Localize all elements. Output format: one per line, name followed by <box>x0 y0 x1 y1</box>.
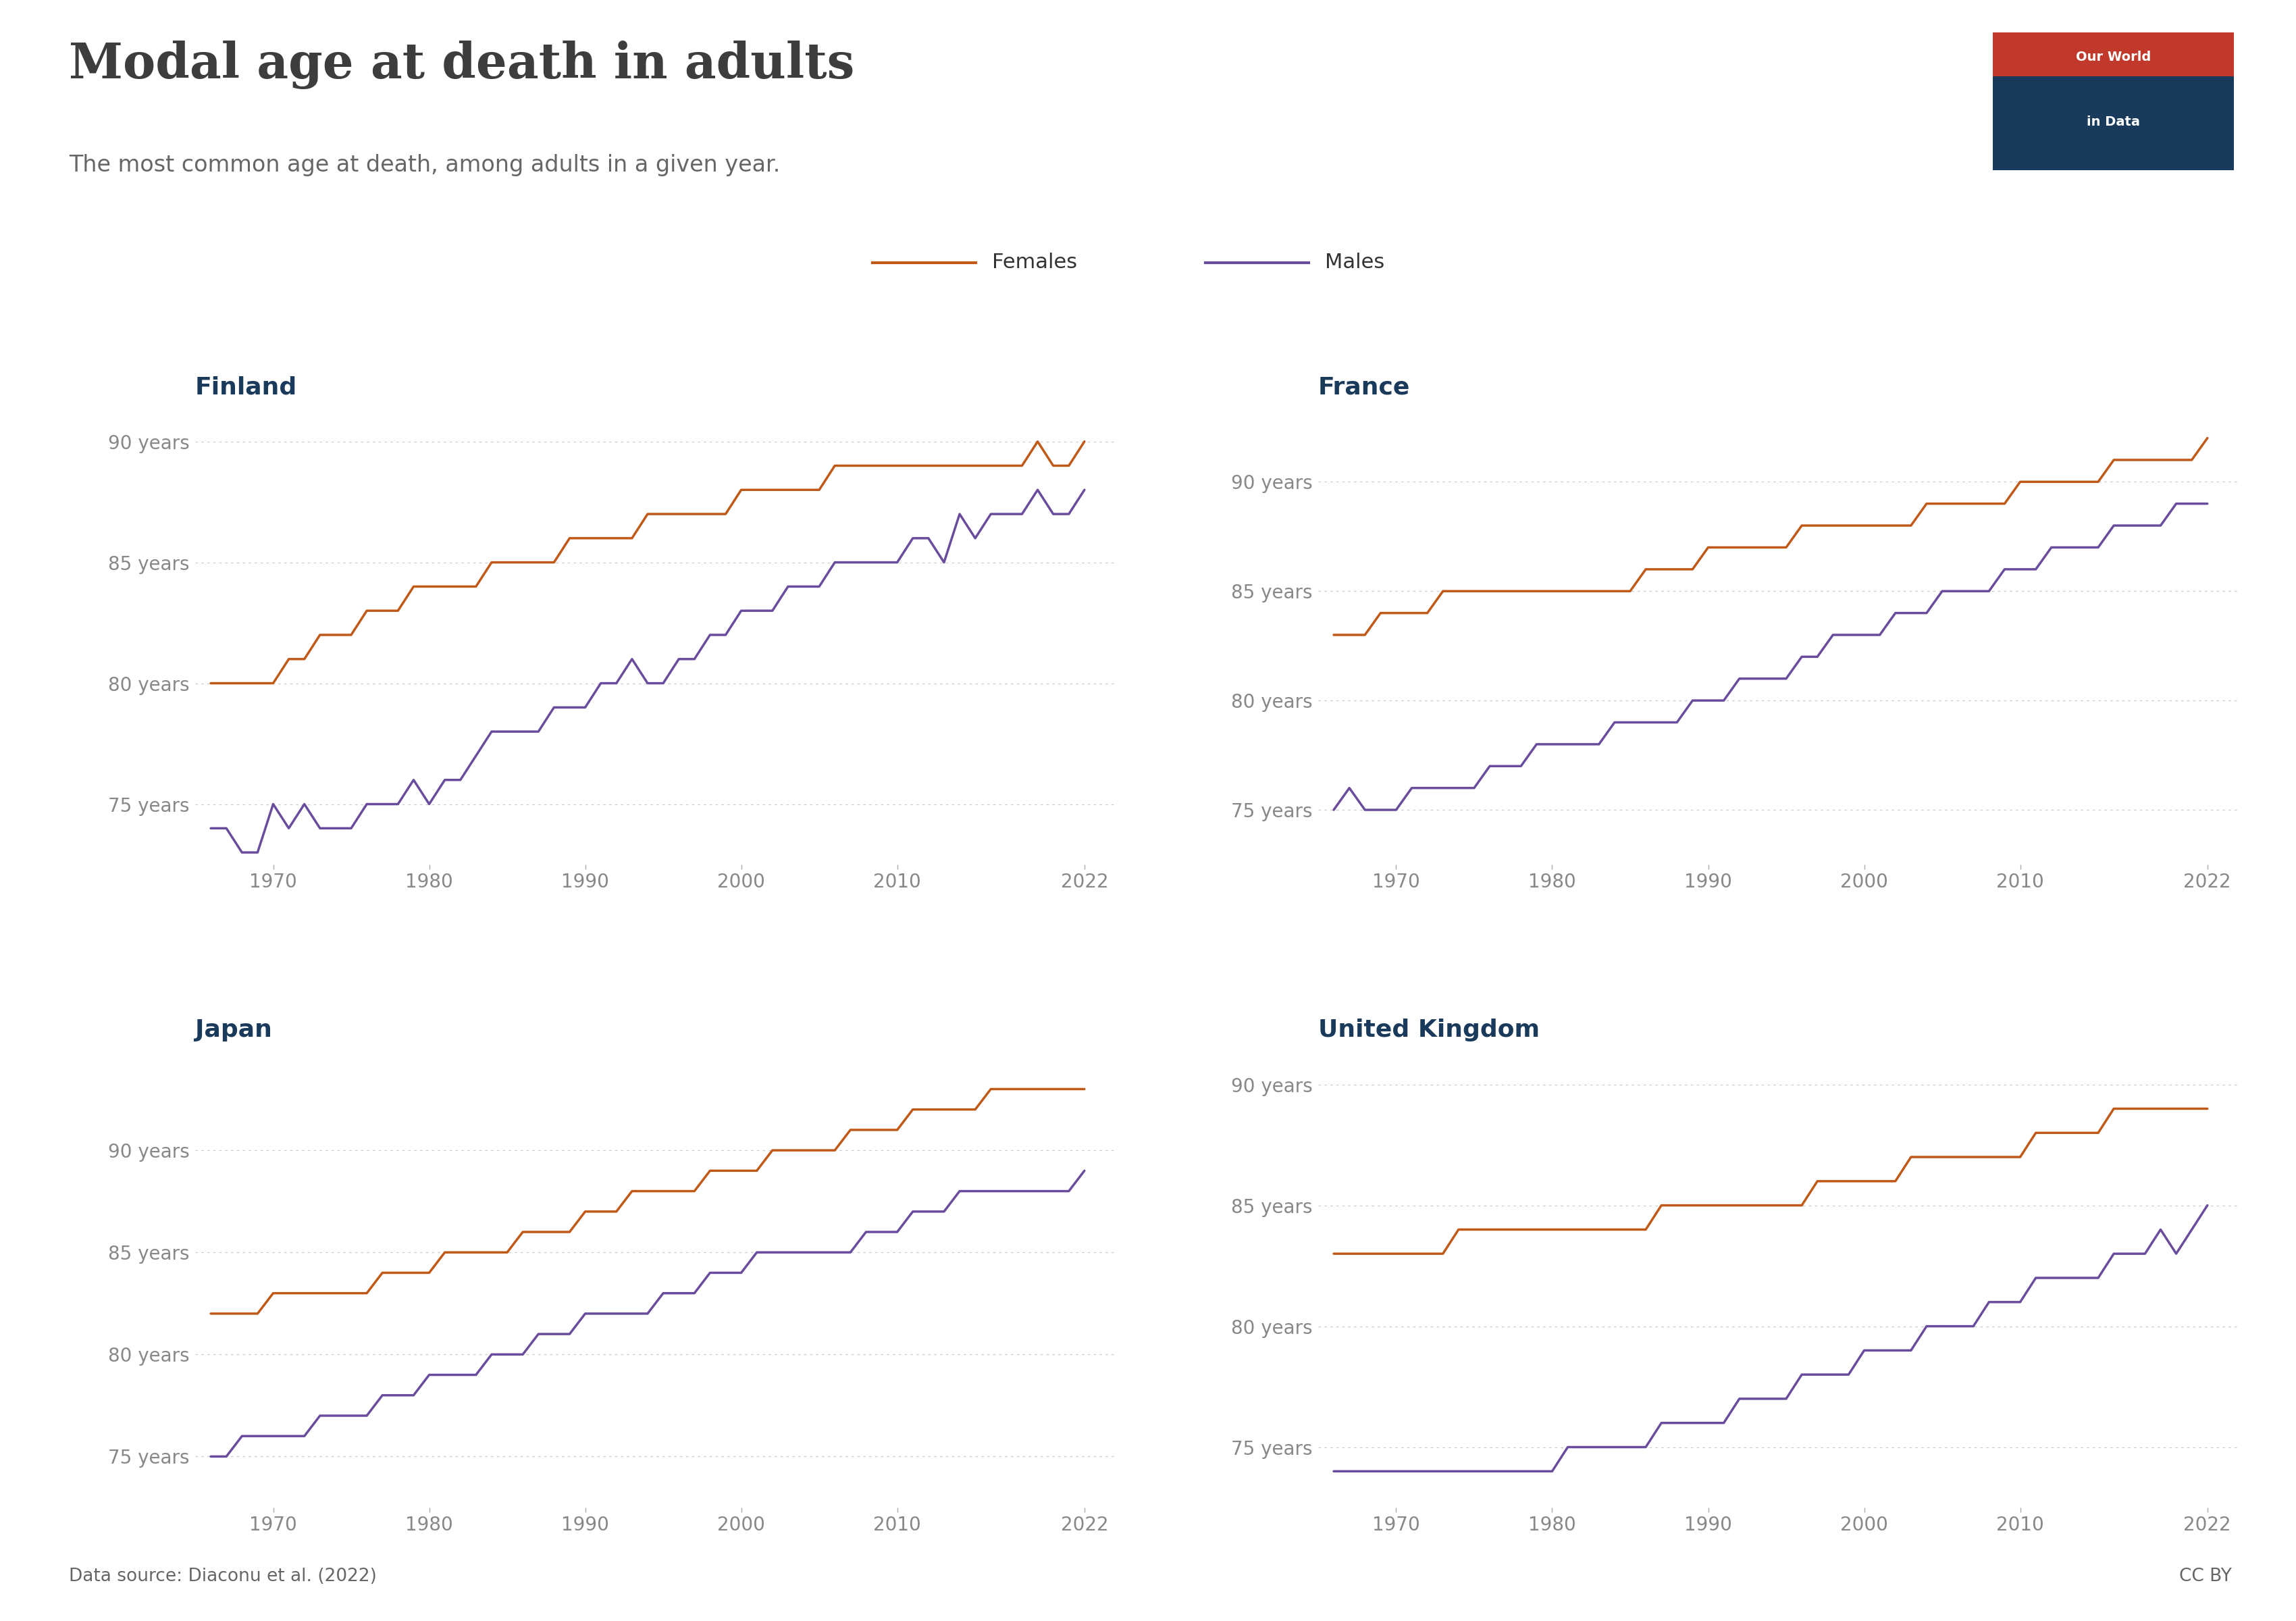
Text: France: France <box>1318 376 1410 399</box>
Text: The most common age at death, among adults in a given year.: The most common age at death, among adul… <box>69 154 781 177</box>
Text: United Kingdom: United Kingdom <box>1318 1018 1541 1042</box>
Text: Our World: Our World <box>2076 50 2151 63</box>
Text: Males: Males <box>1325 253 1384 272</box>
Text: Japan: Japan <box>195 1018 271 1042</box>
Text: Finland: Finland <box>195 376 296 399</box>
Text: CC BY: CC BY <box>2179 1568 2232 1585</box>
Text: Females: Females <box>992 253 1077 272</box>
Text: Modal age at death in adults: Modal age at death in adults <box>69 41 854 89</box>
Bar <box>1993 32 2234 76</box>
Text: Data source: Diaconu et al. (2022): Data source: Diaconu et al. (2022) <box>69 1568 377 1585</box>
Text: in Data: in Data <box>2087 115 2140 128</box>
